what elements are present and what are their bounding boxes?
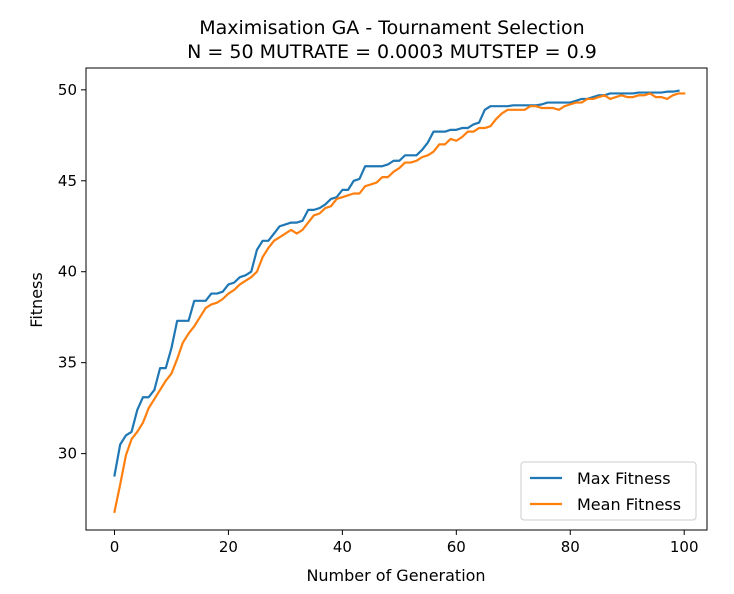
axes-frame	[85, 67, 708, 531]
x-tick-label: 0	[110, 538, 120, 556]
x-tick-label: 100	[670, 538, 699, 556]
y-tick-label: 30	[58, 445, 77, 463]
legend: Max Fitness Mean Fitness	[520, 461, 697, 521]
x-tick-label: 80	[561, 538, 580, 556]
x-tick-label: 20	[219, 538, 238, 556]
x-tick-label: 40	[333, 538, 352, 556]
series-line-mean-fitness	[113, 92, 686, 514]
legend-label-max-fitness: Max Fitness	[577, 469, 671, 488]
x-tick-label: 60	[447, 538, 466, 556]
y-tick-label: 40	[58, 263, 77, 281]
y-tick-label: 35	[58, 354, 77, 372]
legend-label-mean-fitness: Mean Fitness	[577, 495, 681, 514]
x-axis-label: Number of Generation	[306, 566, 485, 585]
series-line-max-fitness	[113, 89, 680, 477]
y-tick-label: 45	[58, 172, 77, 190]
y-axis-label: Fitness	[27, 272, 46, 327]
y-tick-label: 50	[58, 81, 77, 99]
plot-area: 0 20 40 60 80 100 30 35 40 45 50	[58, 67, 708, 556]
chart-subtitle: N = 50 MUTRATE = 0.0003 MUTSTEP = 0.9	[187, 41, 597, 63]
chart-title: Maximisation GA - Tournament Selection	[199, 17, 584, 39]
legend-box	[520, 461, 697, 521]
